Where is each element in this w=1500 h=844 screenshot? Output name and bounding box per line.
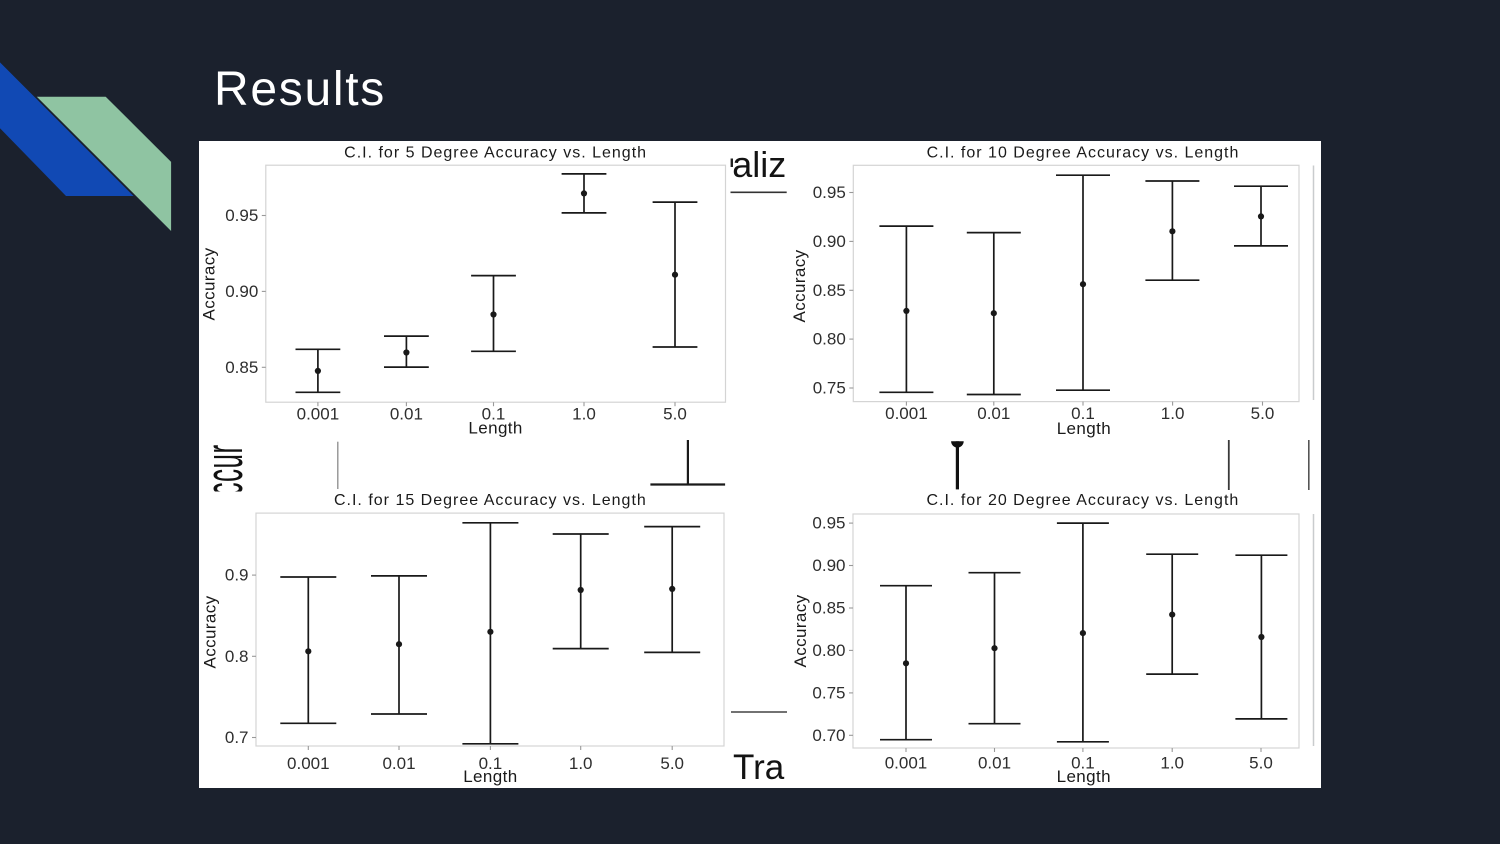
svg-text:0.70: 0.70 xyxy=(812,726,845,745)
svg-text:5.0: 5.0 xyxy=(663,405,687,424)
svg-text:0.001: 0.001 xyxy=(297,405,340,424)
svg-text:0.01: 0.01 xyxy=(977,404,1010,423)
svg-text:0.95: 0.95 xyxy=(813,183,846,202)
svg-text:1.0: 1.0 xyxy=(569,754,593,773)
svg-text:5.0: 5.0 xyxy=(1249,754,1273,773)
svg-text:0.7: 0.7 xyxy=(225,728,249,747)
svg-text:C.I. for 15 Degree Accuracy vs: C.I. for 15 Degree Accuracy vs. Length xyxy=(334,492,647,509)
svg-text:C.I. for 5 Degree Accuracy vs.: C.I. for 5 Degree Accuracy vs. Length xyxy=(344,145,647,162)
svg-text:Accuracy: Accuracy xyxy=(201,595,220,668)
svg-text:1.0: 1.0 xyxy=(1160,754,1184,773)
svg-text:Accuracy: Accuracy xyxy=(790,249,809,322)
svg-text:Length: Length xyxy=(1057,419,1111,438)
svg-text:0.01: 0.01 xyxy=(978,754,1011,773)
svg-text:C.I. for 10 Degree Accuracy vs: C.I. for 10 Degree Accuracy vs. Length xyxy=(927,145,1240,162)
svg-text:5.0: 5.0 xyxy=(1251,404,1275,423)
svg-text:0.85: 0.85 xyxy=(225,358,258,377)
svg-text:1.0: 1.0 xyxy=(572,405,596,424)
svg-text:0.1: 0.1 xyxy=(479,754,503,773)
svg-text:0.85: 0.85 xyxy=(813,281,846,300)
svg-text:Length: Length xyxy=(463,767,517,786)
svg-text:0.85: 0.85 xyxy=(812,599,845,618)
svg-text:Length: Length xyxy=(1057,767,1111,786)
svg-text:0.01: 0.01 xyxy=(390,405,423,424)
svg-text:0.75: 0.75 xyxy=(813,379,846,398)
svg-text:0.90: 0.90 xyxy=(813,232,846,251)
svg-text:0.80: 0.80 xyxy=(813,330,846,349)
svg-text:0.1: 0.1 xyxy=(482,405,506,424)
svg-text:0.001: 0.001 xyxy=(885,754,928,773)
svg-text:Length: Length xyxy=(468,419,522,438)
svg-text:0.001: 0.001 xyxy=(287,754,330,773)
svg-text:0.90: 0.90 xyxy=(225,282,258,301)
svg-text:C.I. for 20 Degree Accuracy vs: C.I. for 20 Degree Accuracy vs. Length xyxy=(926,492,1239,509)
svg-text:0.8: 0.8 xyxy=(225,647,249,666)
svg-text:0.90: 0.90 xyxy=(812,556,845,575)
svg-text:0.95: 0.95 xyxy=(812,514,845,533)
svg-text:0.1: 0.1 xyxy=(1071,754,1095,773)
svg-text:Tra: Tra xyxy=(733,748,785,787)
svg-text:0.1: 0.1 xyxy=(1071,404,1095,423)
svg-text:5.0: 5.0 xyxy=(660,754,684,773)
svg-text:0.9: 0.9 xyxy=(225,566,249,585)
svg-text:ccur: ccur xyxy=(199,444,253,495)
svg-text:Accuracy: Accuracy xyxy=(200,247,219,320)
svg-text:aliz: aliz xyxy=(732,144,786,185)
svg-text:Accuracy: Accuracy xyxy=(791,594,810,667)
svg-text:0.001: 0.001 xyxy=(885,404,928,423)
svg-text:0.95: 0.95 xyxy=(225,206,258,225)
svg-text:0.80: 0.80 xyxy=(812,641,845,660)
svg-text:0.75: 0.75 xyxy=(812,683,845,702)
svg-text:0.01: 0.01 xyxy=(382,754,415,773)
svg-text:1.0: 1.0 xyxy=(1161,404,1185,423)
